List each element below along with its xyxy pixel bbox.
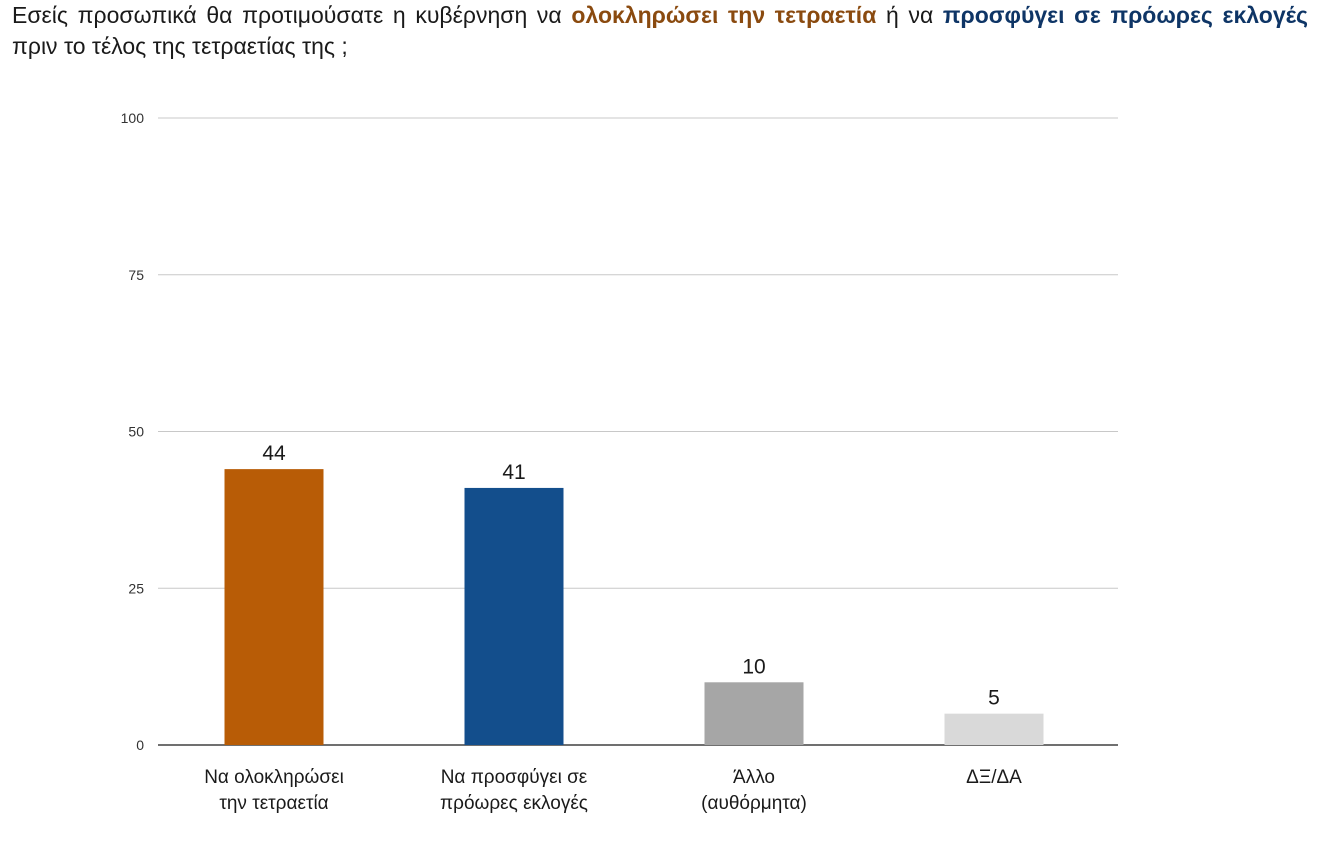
bar-2 bbox=[464, 487, 564, 745]
category-label-2-line-1: Να προσφύγει σε bbox=[441, 767, 588, 788]
category-label-1-line-1: Να ολοκληρώσει bbox=[204, 767, 344, 788]
question-text-part-1: Εσείς προσωπικά θα προτιμούσατε η κυβέρν… bbox=[12, 2, 572, 28]
data-label-3: 10 bbox=[742, 655, 765, 678]
bar-1 bbox=[224, 469, 324, 745]
category-label-4: ΔΞ/ΔΑ bbox=[966, 767, 1022, 788]
question-option-complete-term: ολοκληρώσει την τετραετία bbox=[571, 2, 877, 28]
question-option-early-elections: προσφύγει σε πρόωρες εκλογές bbox=[942, 2, 1308, 28]
y-tick-label-75: 75 bbox=[128, 267, 144, 283]
category-label-3: Άλλο (αυθόρμητα) bbox=[701, 767, 807, 814]
category-label-1: Να ολοκληρώσει την τετραετία bbox=[204, 767, 344, 814]
survey-question: Εσείς προσωπικά θα προτιμούσατε η κυβέρν… bbox=[12, 0, 1308, 62]
question-text-part-3: πριν το τέλος της τετραετίας της ; bbox=[12, 33, 348, 59]
category-label-2-line-2: πρόωρες εκλογές bbox=[440, 793, 588, 814]
data-label-2: 41 bbox=[502, 461, 525, 484]
y-tick-label-50: 50 bbox=[128, 424, 144, 440]
bar-4 bbox=[944, 713, 1044, 745]
y-tick-label-0: 0 bbox=[136, 737, 144, 753]
y-tick-label-100: 100 bbox=[121, 110, 145, 126]
data-label-4: 5 bbox=[988, 687, 1000, 710]
category-label-1-line-2: την τετραετία bbox=[219, 793, 328, 814]
category-label-3-line-1: Άλλο bbox=[733, 767, 775, 788]
y-tick-label-25: 25 bbox=[128, 580, 144, 596]
question-text-part-2: ή να bbox=[876, 2, 943, 28]
bar-3 bbox=[704, 682, 804, 745]
category-label-4-line-1: ΔΞ/ΔΑ bbox=[966, 767, 1022, 788]
data-label-1: 44 bbox=[262, 442, 286, 465]
category-label-2: Να προσφύγει σε πρόωρες εκλογές bbox=[440, 767, 588, 814]
category-label-3-line-2: (αυθόρμητα) bbox=[701, 793, 807, 814]
